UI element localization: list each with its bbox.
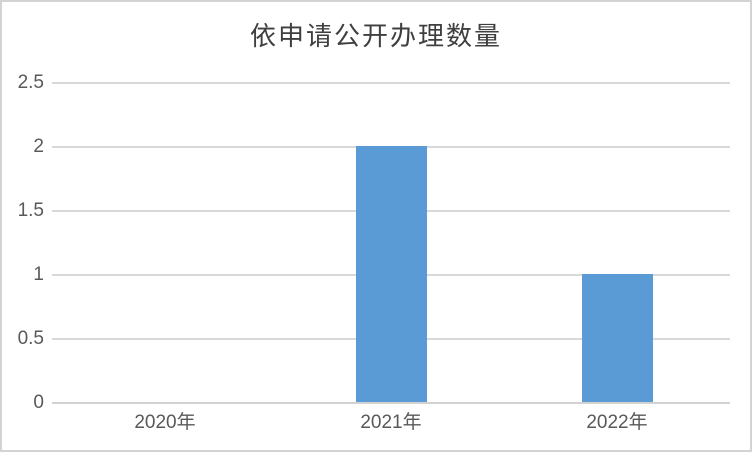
x-tick-label: 2020年 [134, 412, 196, 433]
y-tick-label: 2.5 [17, 72, 44, 93]
plot-area [52, 82, 730, 404]
y-tick-label: 1 [33, 264, 44, 285]
y-tick-label: 0.5 [17, 328, 44, 349]
chart-title: 依申请公开办理数量 [249, 22, 502, 52]
x-tick-label: 2021年 [360, 412, 422, 433]
bar-2021年 [355, 146, 427, 402]
gridline [52, 82, 730, 84]
y-tick-label: 2 [33, 136, 44, 157]
x-tick-label: 2022年 [586, 412, 648, 433]
x-axis-line [52, 402, 730, 404]
y-tick-label: 1.5 [17, 200, 44, 221]
bar-2022年 [581, 274, 653, 402]
y-tick-label: 0 [33, 392, 44, 413]
